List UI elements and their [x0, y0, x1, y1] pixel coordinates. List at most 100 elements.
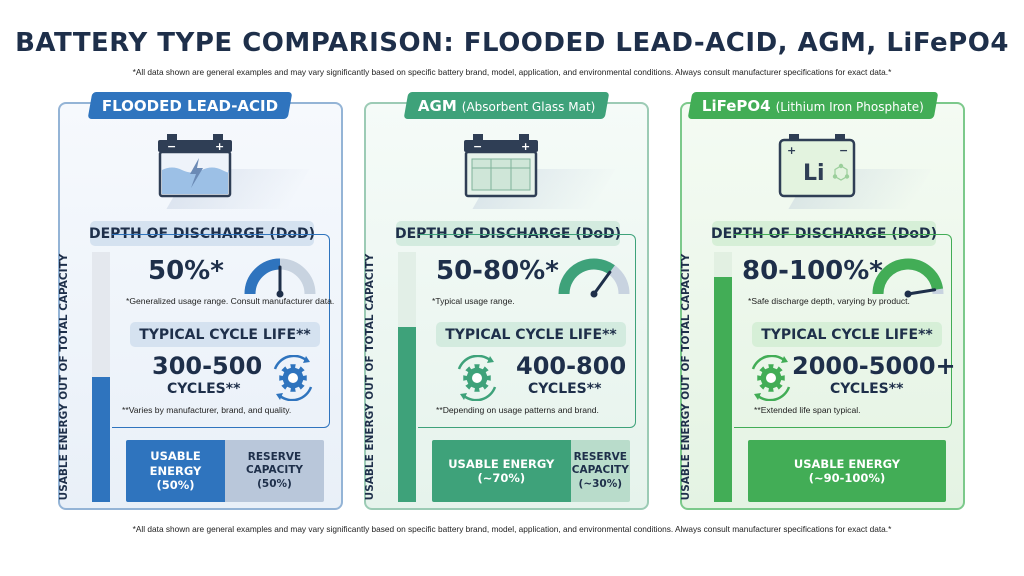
cycle-life-note: **Extended life span typical.	[754, 405, 861, 415]
gauge-needle	[906, 288, 937, 296]
connector-frame	[734, 234, 952, 428]
svg-text:−: −	[839, 144, 848, 157]
usable-energy-vertical-fill	[714, 277, 732, 502]
usable-energy-vertical-fill	[92, 377, 110, 502]
usable-energy-vertical-bar	[398, 252, 416, 502]
cycle-life-note: **Varies by manufacturer, brand, and qua…	[122, 405, 292, 415]
panel-header: AGM (Absorbent Glass Mat)	[403, 92, 610, 119]
agm-battery-icon: − +	[464, 134, 538, 198]
capacity-label: CAPACITY	[571, 464, 629, 477]
usable-energy-value: (~70%)	[477, 471, 526, 485]
svg-text:−: −	[473, 140, 482, 153]
dod-label: DEPTH OF DISCHARGE (DoD)	[89, 221, 315, 246]
cycle-life-value: 300-500	[152, 352, 263, 380]
cycle-life-label: TYPICAL CYCLE LIFE**	[436, 322, 626, 347]
energy-split-bar: USABLE ENERGY (50%) RESERVE CAPACITY (50…	[126, 440, 324, 502]
arrowhead-bottom	[754, 393, 761, 400]
dod-note: *Generalized usage range. Consult manufa…	[126, 296, 335, 306]
cycle-life-label: TYPICAL CYCLE LIFE**	[130, 322, 320, 347]
vertical-axis-label: USABLE ENERGY OUT OF TOTAL CAPACITY	[58, 253, 70, 501]
usable-energy-label: USABLE ENERGY	[793, 456, 901, 471]
vertical-axis-label: USABLE ENERGY OUT OF TOTAL CAPACITY	[364, 253, 376, 501]
dod-label: DEPTH OF DISCHARGE (DoD)	[711, 221, 937, 246]
panel-header: LiFePO4 (Lithium Iron Phosphate)	[687, 92, 939, 119]
energy-split-bar: USABLE ENERGY (~90-100%)	[748, 440, 946, 502]
cycle-arrow-bottom	[757, 386, 791, 401]
dod-value: 50-80%*	[436, 256, 559, 286]
usable-energy-vertical-fill	[398, 327, 416, 502]
usable-energy-label: USABLE ENERGY	[448, 456, 555, 471]
gear-cycle-icon	[751, 355, 791, 401]
panel-header: FLOODED LEAD-ACID	[87, 92, 293, 119]
gauge-hub	[276, 290, 284, 298]
usable-energy-vertical-bar	[714, 252, 732, 502]
dod-note: *Typical usage range.	[432, 296, 515, 306]
usable-energy-segment: USABLE ENERGY (50%)	[126, 440, 225, 502]
panel-subtitle: (Absorbent Glass Mat)	[461, 99, 596, 114]
gear-cycle-icon	[457, 355, 497, 401]
panel-title: FLOODED LEAD-ACID	[102, 96, 279, 115]
dod-value: 80-100%*	[742, 256, 883, 286]
panel-subtitle: (Lithium Iron Phosphate)	[775, 99, 924, 114]
page-title: BATTERY TYPE COMPARISON: FLOODED LEAD-AC…	[15, 28, 1009, 58]
cycle-life-unit: CYCLES**	[528, 381, 602, 397]
reserve-capacity-segment: RESERVE CAPACITY (50%)	[225, 440, 324, 502]
svg-text:+: +	[215, 140, 224, 153]
gauge-needle	[592, 270, 612, 296]
cycle-life-unit: CYCLES**	[830, 381, 904, 397]
reserve-label: RESERVE	[247, 451, 302, 464]
disclaimer-bottom: *All data shown are general examples and…	[132, 524, 892, 534]
svg-text:+: +	[787, 144, 796, 157]
dod-label: DEPTH OF DISCHARGE (DoD)	[395, 221, 621, 246]
arrowhead-bottom	[460, 393, 467, 400]
gear-cycle-icon	[273, 355, 313, 401]
dod-note: *Safe discharge depth, varying by produc…	[748, 296, 910, 306]
usable-energy-vertical-bar	[92, 252, 110, 502]
cycle-life-value: 2000-5000+	[792, 352, 956, 380]
gear-hole	[472, 373, 482, 383]
panel-flooded-lead-acid: FLOODED LEAD-ACID − + DEPTH OF DISCHARGE…	[58, 92, 343, 510]
gauge-fill	[558, 258, 615, 295]
usable-energy-value: (~90-100%)	[808, 471, 886, 485]
gauge-fill	[872, 258, 944, 295]
cycle-arrow-bottom	[463, 386, 497, 401]
arrowhead-top	[487, 356, 494, 363]
energy-split-bar: USABLE ENERGY (~70%) RESERVE CAPACITY (~…	[432, 440, 630, 502]
reserve-capacity-segment: RESERVE CAPACITY (~30%)	[570, 440, 630, 502]
usable-energy-segment: USABLE ENERGY (~90-100%)	[748, 440, 946, 502]
panel-lifepo4: LiFePO4 (Lithium Iron Phosphate) + − Li D…	[680, 92, 965, 510]
arrowhead-bottom	[276, 393, 283, 400]
panel-agm: AGM (Absorbent Glass Mat) − + DEPTH OF DI…	[364, 92, 649, 510]
vertical-axis-label: USABLE ENERGY OUT OF TOTAL CAPACITY	[680, 253, 692, 501]
svg-text:−: −	[167, 140, 176, 153]
lithium-symbol: Li	[803, 161, 825, 186]
gear-hole	[766, 373, 776, 383]
arrowhead-top	[303, 356, 310, 363]
connector-frame	[418, 234, 636, 428]
gauge-hub	[590, 290, 598, 298]
cycle-arrow-top	[273, 355, 307, 370]
reserve-value: (~30%)	[578, 477, 623, 490]
dod-gauge	[244, 258, 316, 298]
cycle-arrow-top	[751, 355, 785, 370]
usable-energy-label: USABLE ENERGY	[149, 449, 202, 478]
arrowhead-top	[781, 356, 788, 363]
reserve-value: (50%)	[257, 477, 292, 490]
usable-energy-segment: USABLE ENERGY (~70%)	[432, 440, 571, 502]
cycle-arrow-top	[457, 355, 491, 370]
svg-text:+: +	[521, 140, 530, 153]
gauge-fill	[244, 258, 281, 295]
usable-energy-value: (50%)	[156, 478, 195, 493]
dod-gauge	[558, 258, 630, 298]
panel-title: LiFePO4	[702, 96, 771, 115]
reserve-label: RESERVE	[573, 451, 627, 464]
cycle-life-value: 400-800	[516, 352, 627, 380]
cycle-life-unit: CYCLES**	[167, 381, 241, 397]
gear-hole	[288, 373, 298, 383]
dod-gauge	[872, 258, 944, 298]
cycle-life-note: **Depending on usage patterns and brand.	[436, 405, 599, 415]
connector-frame	[112, 234, 330, 428]
capacity-label: CAPACITY	[245, 464, 304, 477]
lithium-battery-icon: + − Li	[778, 134, 856, 198]
dod-value: 50%*	[148, 256, 224, 286]
